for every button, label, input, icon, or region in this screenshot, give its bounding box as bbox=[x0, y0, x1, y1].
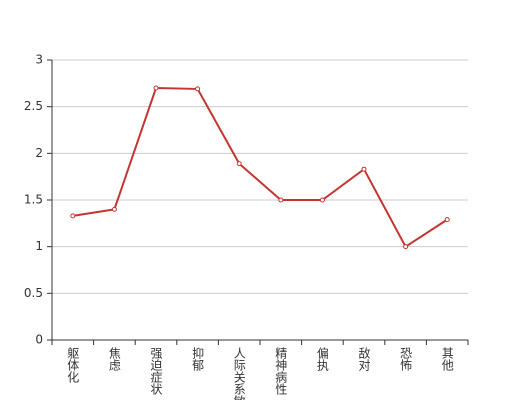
x-tick-label: 抑郁 bbox=[191, 346, 205, 372]
x-tick-label: 恐怖 bbox=[399, 347, 413, 371]
data-line bbox=[72, 86, 448, 249]
x-tick-label: 敌对 bbox=[357, 346, 371, 371]
x-tick-label: 精神病性 bbox=[274, 347, 288, 396]
data-point bbox=[361, 166, 367, 172]
data-point bbox=[403, 244, 409, 250]
y-tick-label: 1.5 bbox=[24, 193, 43, 207]
y-tick-label: 2 bbox=[35, 146, 43, 160]
y-tick-label: 0 bbox=[35, 333, 43, 347]
x-tick-label: 强迫症状 bbox=[149, 347, 163, 395]
x-tick-label: 其他 bbox=[440, 347, 454, 371]
data-point bbox=[111, 206, 117, 212]
x-tick-label: 偏执 bbox=[315, 346, 329, 372]
y-tick-label: 0.5 bbox=[24, 286, 43, 300]
y-tick-label: 1 bbox=[35, 239, 43, 253]
data-point bbox=[444, 217, 450, 223]
data-point bbox=[319, 197, 325, 203]
data-point bbox=[195, 86, 201, 92]
y-tick-label: 2.5 bbox=[24, 99, 43, 113]
data-point bbox=[153, 85, 159, 91]
x-tick-label: 焦虑 bbox=[107, 347, 121, 371]
data-point bbox=[236, 161, 242, 167]
x-tick-label: 人际关系敏感 bbox=[232, 347, 246, 400]
y-tick-label: 3 bbox=[35, 53, 43, 67]
data-point bbox=[70, 213, 76, 219]
data-point bbox=[278, 197, 284, 203]
x-tick-label: 躯体化 bbox=[66, 346, 80, 384]
